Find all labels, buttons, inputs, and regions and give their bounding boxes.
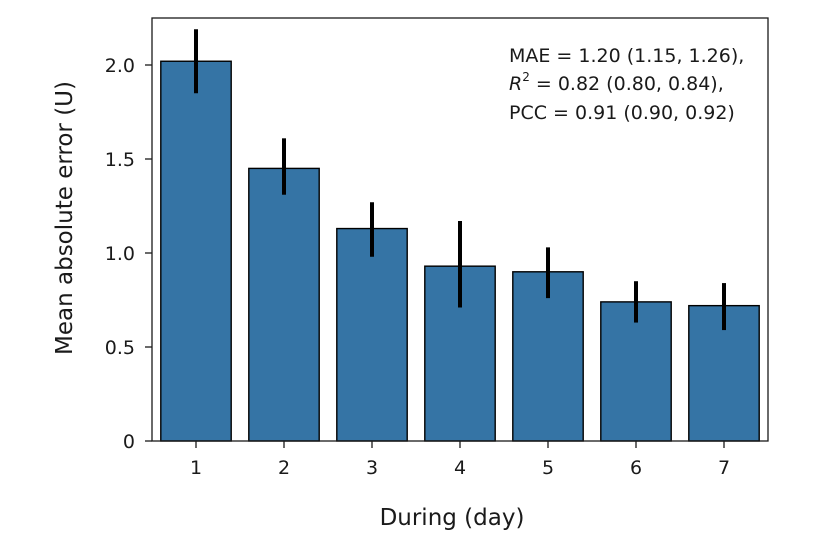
y-tick-label: 1.5 bbox=[105, 149, 135, 171]
bar-day-1 bbox=[160, 60, 232, 442]
bar-day-3 bbox=[336, 227, 408, 442]
pcc-annotation: PCC = 0.91 (0.90, 0.92) bbox=[509, 102, 735, 124]
x-tick-label: 3 bbox=[366, 457, 378, 479]
x-tick-label: 5 bbox=[542, 457, 554, 479]
bar-day-2 bbox=[248, 167, 320, 442]
error-bars-group bbox=[194, 29, 726, 331]
stats-annotation: MAE = 1.20 (1.15, 1.26), R2 = 0.82 (0.80… bbox=[509, 45, 744, 124]
x-tick-label: 4 bbox=[454, 457, 466, 479]
y-axis-title: Mean absolute error (U) bbox=[52, 81, 78, 355]
r2-annotation: R2 = 0.82 (0.80, 0.84), bbox=[509, 70, 724, 95]
x-tick-label: 6 bbox=[630, 457, 642, 479]
y-tick-label: 0 bbox=[123, 431, 135, 453]
bars-group bbox=[160, 60, 760, 442]
y-tick-label: 1.0 bbox=[105, 243, 135, 265]
x-axis-ticks: 1 2 3 4 5 6 7 bbox=[190, 441, 730, 479]
x-tick-label: 7 bbox=[718, 457, 730, 479]
y-axis-ticks: 0 0.5 1.0 1.5 2.0 bbox=[105, 55, 152, 453]
x-axis-title: During (day) bbox=[380, 505, 525, 531]
y-tick-label: 2.0 bbox=[105, 55, 135, 77]
y-tick-label: 0.5 bbox=[105, 337, 135, 359]
mae-annotation: MAE = 1.20 (1.15, 1.26), bbox=[509, 45, 744, 67]
x-tick-label: 1 bbox=[190, 457, 202, 479]
bar-day-6 bbox=[600, 301, 672, 442]
x-tick-label: 2 bbox=[278, 457, 290, 479]
